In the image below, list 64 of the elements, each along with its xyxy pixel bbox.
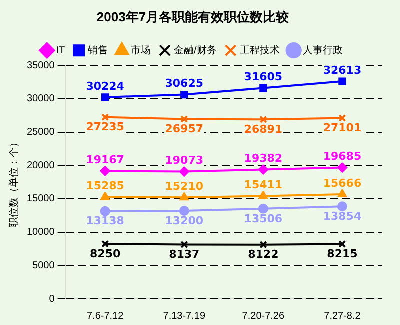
- x-tick-label: 7.6-7.12: [86, 310, 124, 322]
- point: [258, 191, 268, 200]
- data-label: 26957: [165, 122, 204, 136]
- data-label: 15210: [165, 180, 204, 193]
- data-label: 30224: [86, 80, 125, 93]
- y-tick-label: 15000: [26, 194, 56, 205]
- data-label: 27101: [323, 122, 362, 135]
- point: [179, 206, 190, 216]
- point: [180, 90, 188, 99]
- data-label: 15285: [86, 179, 124, 192]
- point: [180, 240, 188, 249]
- x-tick-label: 7.20-7.26: [242, 310, 285, 322]
- point: [258, 164, 268, 175]
- data-label: 30625: [165, 77, 204, 90]
- x-tick-label: 7.13-7.19: [163, 310, 206, 322]
- y-tick-label: 20000: [26, 160, 56, 172]
- data-label: 15411: [244, 178, 283, 192]
- data-label: 8137: [169, 248, 200, 262]
- data-label: 8215: [327, 248, 358, 261]
- point: [258, 204, 268, 214]
- x-tick-label: 7.27-8.2: [324, 310, 362, 322]
- data-label: 19685: [323, 150, 362, 164]
- chart-title: 2003年7月各职能有效职位数比较: [96, 9, 290, 24]
- data-label: 27235: [86, 120, 124, 134]
- data-label: 32613: [323, 64, 362, 77]
- legend-label: 销售: [87, 44, 108, 56]
- legend-label: 人事行政: [302, 44, 343, 56]
- data-label: 31605: [244, 70, 283, 84]
- point: [102, 94, 110, 102]
- data-label: 19382: [244, 152, 283, 166]
- data-label: 8122: [248, 248, 279, 262]
- y-tick-label: 0: [49, 294, 56, 305]
- point: [338, 78, 346, 86]
- y-axis-title: 职位数（单位：个）: [8, 137, 20, 228]
- y-tick-label: 30000: [26, 94, 56, 105]
- legend-label: 市场: [131, 44, 152, 56]
- data-label: 8250: [90, 247, 121, 260]
- y-tick-label: 35000: [26, 60, 56, 72]
- data-label: 13138: [86, 214, 124, 228]
- point: [100, 166, 110, 176]
- point: [337, 202, 348, 212]
- legend-label: 金融/财务: [174, 44, 217, 56]
- y-tick-label: 10000: [26, 227, 56, 238]
- legend-label: 工程技术: [240, 44, 280, 56]
- point: [100, 192, 110, 200]
- point: [180, 192, 189, 201]
- data-label: 13854: [323, 210, 362, 223]
- y-tick-label: 5000: [32, 260, 56, 272]
- point: [338, 190, 347, 198]
- data-label: 13506: [244, 212, 283, 226]
- point: [100, 206, 110, 216]
- y-tick-label: 25000: [26, 127, 56, 138]
- point: [180, 115, 188, 124]
- data-label: 19073: [165, 154, 204, 168]
- point: [260, 84, 268, 92]
- legend-label: IT: [56, 45, 66, 56]
- data-label: 26891: [244, 123, 283, 136]
- data-label: 19167: [86, 154, 124, 167]
- point: [337, 162, 348, 173]
- data-label: 13200: [165, 214, 204, 228]
- point: [260, 116, 268, 124]
- point: [260, 241, 268, 249]
- data-label: 15666: [323, 176, 362, 190]
- point: [179, 166, 190, 177]
